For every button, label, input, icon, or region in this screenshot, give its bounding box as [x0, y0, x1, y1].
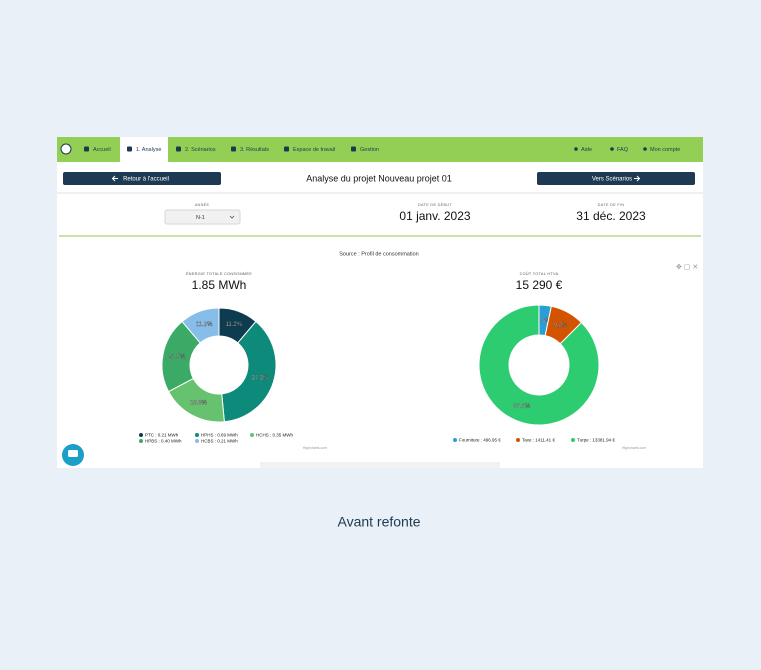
slice-label: 18.8%: [190, 400, 208, 406]
chart-credit: Highcharts.com: [303, 446, 327, 450]
nav-icon: [176, 146, 181, 152]
slice-label: 21.5%: [168, 354, 186, 360]
legend-marker: [250, 433, 254, 437]
legend-marker: [195, 439, 199, 443]
legend-label[interactable]: HPHS : 0.69 MWh: [201, 433, 238, 438]
slice-label: 3.3%: [537, 318, 551, 324]
nav-item[interactable]: 2. Scénarios: [185, 147, 216, 153]
nav-icon: [84, 146, 89, 152]
logo: [60, 143, 72, 155]
cut-off-panel: [260, 462, 500, 468]
nav-icon: [574, 147, 578, 151]
legend-label[interactable]: Fourniture : 496.95 €: [459, 438, 501, 443]
nav-icon: [231, 146, 236, 152]
next-arrow: [634, 175, 641, 182]
nav-item[interactable]: Espace de travail: [293, 147, 335, 153]
chart-title: 15 290 €: [516, 278, 563, 292]
next-button[interactable]: [537, 172, 695, 185]
legend-marker: [195, 433, 199, 437]
next-label: Vers Scénarios: [592, 177, 632, 183]
caption: Avant refonte: [337, 514, 420, 530]
nav-item[interactable]: Gestion: [360, 147, 379, 153]
slice-label: 37.3%: [252, 375, 270, 381]
source: Source : Profil de consommation: [339, 251, 418, 257]
chevron: [229, 215, 235, 219]
legend-marker: [139, 439, 143, 443]
legend-marker: [516, 438, 520, 442]
nav-item[interactable]: Accueil: [93, 147, 111, 153]
slice-label: 9.2%: [554, 323, 568, 329]
slice-label: 87.5%: [513, 404, 531, 410]
chart-tools[interactable]: ✥ ▢ ✕: [676, 263, 698, 271]
donut-slice: [221, 320, 277, 423]
legend-label[interactable]: HCHS : 0.35 MWh: [256, 433, 294, 438]
field-value: 01 janv. 2023: [399, 209, 470, 223]
donut-slice: [478, 304, 600, 426]
legend-marker: [139, 433, 143, 437]
legend-label[interactable]: Taxe : 1411.41 €: [522, 438, 555, 443]
slice-label: 11.2%: [196, 322, 213, 328]
year-select[interactable]: [164, 209, 241, 225]
field-label: ANNÉE: [195, 202, 210, 207]
legend-marker: [453, 438, 457, 442]
donut-slice: [181, 307, 220, 344]
field-label: DATE DE FIN: [598, 203, 625, 207]
app-window: [57, 137, 703, 468]
nav-icon: [127, 146, 132, 152]
nav-item[interactable]: 3. Résultats: [240, 147, 269, 153]
chat-icon: [68, 450, 78, 457]
page-title: Analyse du projet Nouveau projet 01: [306, 173, 452, 183]
legend-marker: [571, 438, 575, 442]
field-value: N-1: [196, 215, 205, 221]
legend-label[interactable]: HCBS : 0.21 MWh: [201, 439, 238, 444]
nav-icon: [643, 147, 647, 151]
chart-subtitle: COÛT TOTAL HTVA: [520, 271, 559, 276]
chart-credit: Highcharts.com: [622, 446, 646, 450]
slice-label: 11.2%: [226, 322, 243, 328]
nav-item[interactable]: 1. Analyse: [136, 147, 161, 153]
field-label: DATE DE DÉBUT: [418, 202, 452, 207]
chart-subtitle: ÉNERGIE TOTALE CONSOMMÉE: [186, 271, 252, 276]
nav-icon: [351, 146, 356, 152]
chart-title: 1.85 MWh: [192, 278, 247, 292]
legend-label[interactable]: Turpe : 13381.94 €: [577, 438, 615, 443]
field-value: 31 déc. 2023: [576, 209, 646, 223]
legend-label[interactable]: HPBS : 0.40 MWh: [145, 439, 182, 444]
legend-label[interactable]: PTC : 0.21 MWh: [145, 433, 179, 438]
back-button[interactable]: [63, 172, 221, 185]
nav-item[interactable]: FAQ: [617, 147, 629, 153]
back-arrow: [111, 175, 118, 182]
nav-icon: [610, 147, 614, 151]
nav-item[interactable]: Aide: [581, 147, 592, 153]
nav-item[interactable]: Mon compte: [650, 147, 680, 153]
nav-icon: [284, 146, 289, 152]
back-label: Retour à l'accueil: [123, 177, 169, 183]
